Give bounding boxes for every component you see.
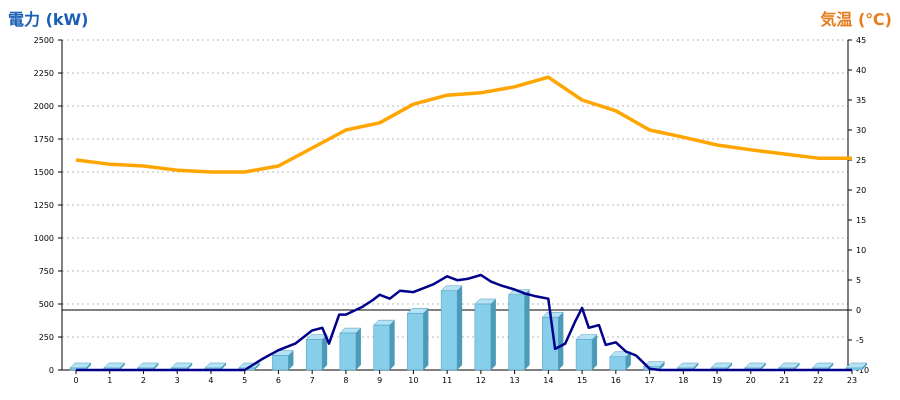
left-tick-label: 250 [39, 333, 54, 342]
right-tick-label: 10 [856, 246, 866, 255]
bar-side [86, 363, 91, 370]
left-tick-label: 1500 [34, 168, 54, 177]
x-tick-label: 19 [712, 376, 722, 385]
right-tick-label: 20 [856, 186, 866, 195]
bar [440, 290, 458, 371]
bar-side [355, 328, 361, 370]
bar [609, 356, 627, 371]
left-axis-title: 電力 (kW) [8, 10, 89, 29]
bar-side [760, 363, 766, 370]
bar [542, 316, 559, 371]
x-tick-label: 14 [543, 376, 553, 385]
left-tick-label: 2000 [34, 102, 54, 111]
right-tick-label: 40 [856, 66, 866, 75]
bar [407, 312, 424, 371]
right-tick-label: 0 [856, 306, 861, 315]
x-tick-label: 16 [611, 376, 621, 385]
bar-side [727, 363, 733, 370]
bar-side [490, 299, 496, 370]
right-tick-label: 15 [856, 216, 866, 225]
bar-side [828, 363, 834, 370]
temperature-line [75, 75, 852, 174]
bar [474, 303, 492, 371]
x-tick-label: 17 [644, 376, 654, 385]
bar-side [119, 363, 125, 370]
bar [305, 339, 323, 371]
bar-side [322, 334, 328, 370]
bar-side [457, 285, 463, 370]
x-tick-label: 1 [107, 376, 112, 385]
bar [272, 355, 289, 371]
right-tick-label: 5 [856, 276, 861, 285]
x-tick-label: 11 [442, 376, 452, 385]
x-tick-label: 13 [510, 376, 520, 385]
x-tick-label: 21 [779, 376, 789, 385]
bar-side [625, 351, 631, 370]
bar-side [423, 308, 429, 370]
right-tick-label: 35 [856, 96, 866, 105]
left-tick-label: 2500 [34, 36, 54, 45]
x-tick-label: 7 [310, 376, 315, 385]
left-tick-label: 1250 [34, 201, 54, 210]
bar-side [220, 363, 226, 370]
bar-side [794, 363, 800, 370]
x-tick-label: 8 [343, 376, 348, 385]
x-tick-label: 2 [141, 376, 146, 385]
x-tick-label: 4 [208, 376, 213, 385]
x-tick-label: 0 [73, 376, 78, 385]
bar-side [254, 363, 260, 370]
left-tick-label: 750 [39, 267, 54, 276]
bar-side [659, 361, 665, 370]
bar [373, 324, 390, 371]
x-tick-label: 12 [476, 376, 486, 385]
bar-side [389, 320, 395, 370]
bar-side [524, 289, 530, 370]
bar [575, 339, 593, 371]
left-tick-label: 1000 [34, 234, 54, 243]
bar [339, 332, 357, 371]
bar [508, 294, 525, 371]
x-tick-label: 20 [746, 376, 756, 385]
bar-side [153, 363, 159, 370]
bar-side [187, 363, 193, 370]
x-tick-label: 5 [242, 376, 247, 385]
left-tick-label: 1750 [34, 135, 54, 144]
left-tick-label: 2250 [34, 69, 54, 78]
bar-side [288, 350, 294, 370]
right-tick-label: 25 [856, 156, 866, 165]
x-tick-label: 23 [847, 376, 857, 385]
right-tick-label: -5 [856, 336, 864, 345]
bar-side [592, 334, 598, 370]
right-tick-label: 45 [856, 36, 866, 45]
x-tick-label: 6 [276, 376, 281, 385]
x-tick-label: 10 [408, 376, 418, 385]
right-tick-label: 30 [856, 126, 866, 135]
x-tick-label: 9 [377, 376, 382, 385]
right-tick-label: -10 [856, 366, 869, 375]
left-tick-label: 0 [49, 366, 54, 375]
right-axis-title: 気温 (℃) [820, 10, 892, 29]
x-tick-label: 18 [678, 376, 688, 385]
x-tick-label: 15 [577, 376, 587, 385]
power-line [76, 273, 852, 372]
x-tick-label: 22 [813, 376, 823, 385]
bar-side [693, 363, 699, 370]
left-tick-label: 500 [39, 300, 54, 309]
bar-side [862, 363, 867, 370]
x-tick-label: 3 [175, 376, 180, 385]
bar-side [558, 312, 564, 370]
